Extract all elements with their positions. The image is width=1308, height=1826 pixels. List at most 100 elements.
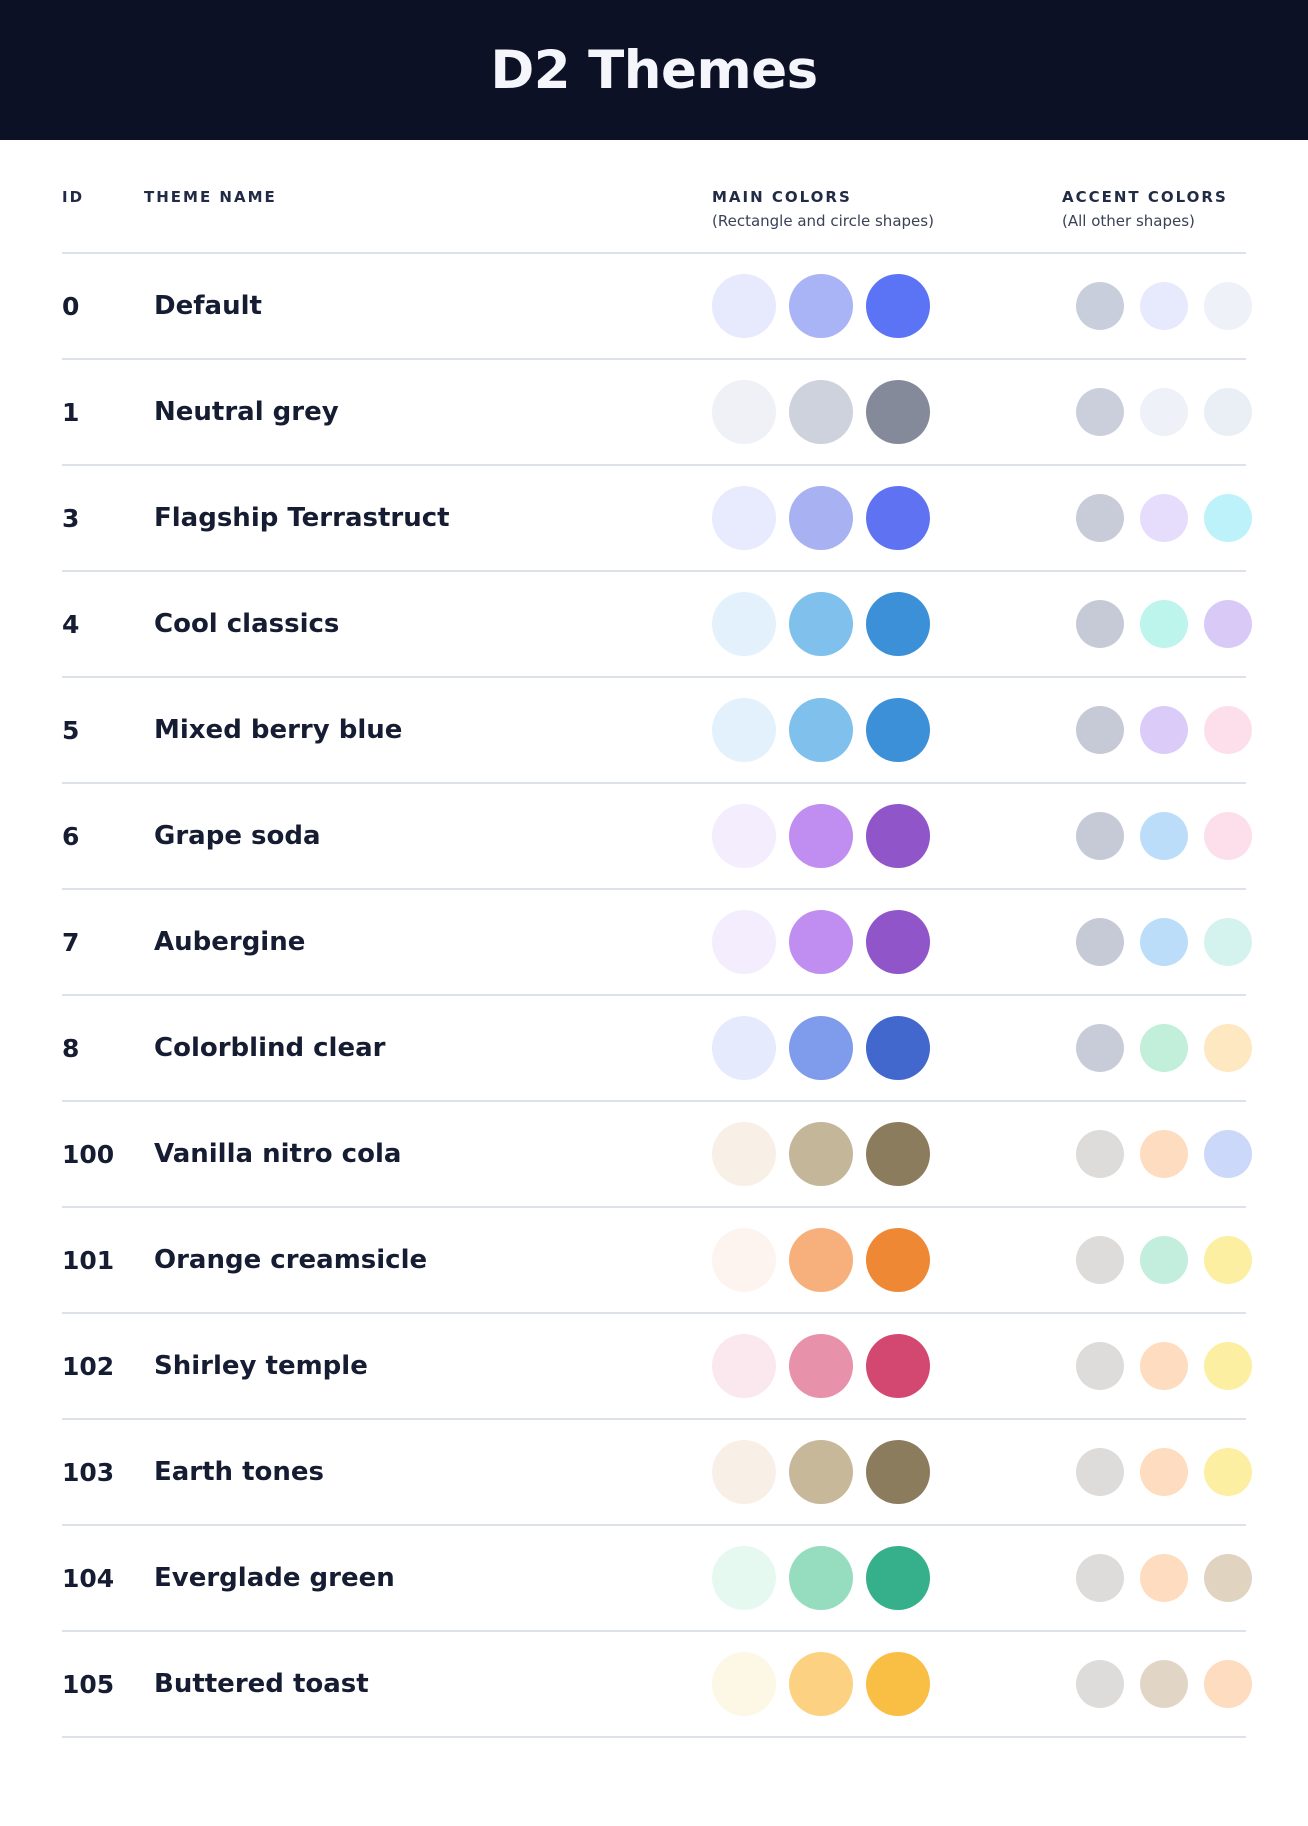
accent-color-swatch[interactable] [1076, 388, 1124, 436]
table-row[interactable]: 102 Shirley temple [62, 1313, 1252, 1420]
accent-color-swatch[interactable] [1204, 1130, 1252, 1178]
main-color-swatch[interactable] [712, 274, 776, 338]
accent-color-swatch[interactable] [1204, 1554, 1252, 1602]
main-color-swatch[interactable] [866, 1652, 930, 1716]
main-color-swatch[interactable] [712, 486, 776, 550]
main-color-swatch[interactable] [789, 1016, 853, 1080]
accent-color-swatch[interactable] [1140, 494, 1188, 542]
main-color-swatch[interactable] [712, 910, 776, 974]
accent-color-swatch[interactable] [1076, 1660, 1124, 1708]
accent-color-swatch[interactable] [1140, 1342, 1188, 1390]
main-color-swatch[interactable] [789, 486, 853, 550]
accent-color-swatch[interactable] [1140, 1130, 1188, 1178]
main-color-swatch[interactable] [866, 486, 930, 550]
accent-color-swatch[interactable] [1204, 494, 1252, 542]
main-color-swatch[interactable] [789, 592, 853, 656]
accent-color-swatch[interactable] [1204, 282, 1252, 330]
accent-color-swatch[interactable] [1204, 1660, 1252, 1708]
accent-color-swatch[interactable] [1204, 600, 1252, 648]
main-color-swatch[interactable] [866, 592, 930, 656]
main-color-swatch[interactable] [712, 592, 776, 656]
table-row[interactable]: 1 Neutral grey [62, 359, 1252, 466]
accent-colors-cell [1062, 1419, 1252, 1526]
accent-color-swatch[interactable] [1204, 706, 1252, 754]
main-color-swatch[interactable] [789, 1334, 853, 1398]
accent-color-swatch[interactable] [1076, 494, 1124, 542]
main-color-swatch[interactable] [866, 1122, 930, 1186]
table-row[interactable]: 3 Flagship Terrastruct [62, 465, 1252, 572]
main-color-swatch[interactable] [712, 1334, 776, 1398]
main-color-swatch[interactable] [789, 274, 853, 338]
accent-color-swatch[interactable] [1204, 1448, 1252, 1496]
accent-color-swatch[interactable] [1140, 388, 1188, 436]
accent-color-swatch[interactable] [1076, 918, 1124, 966]
main-color-swatch[interactable] [712, 1440, 776, 1504]
accent-color-swatch[interactable] [1204, 1342, 1252, 1390]
table-row[interactable]: 5 Mixed berry blue [62, 677, 1252, 784]
main-color-swatch[interactable] [789, 1122, 853, 1186]
main-color-swatch[interactable] [789, 910, 853, 974]
accent-color-swatch[interactable] [1204, 388, 1252, 436]
main-color-swatch[interactable] [866, 274, 930, 338]
main-color-swatch[interactable] [866, 1016, 930, 1080]
accent-color-swatch[interactable] [1140, 1024, 1188, 1072]
main-color-swatch[interactable] [712, 1122, 776, 1186]
main-color-swatch[interactable] [866, 1334, 930, 1398]
table-row[interactable]: 104 Everglade green [62, 1525, 1252, 1632]
main-color-swatch[interactable] [789, 698, 853, 762]
main-color-swatch[interactable] [789, 1440, 853, 1504]
accent-color-swatch[interactable] [1140, 600, 1188, 648]
accent-color-swatch[interactable] [1204, 1024, 1252, 1072]
table-row[interactable]: 103 Earth tones [62, 1419, 1252, 1526]
accent-color-swatch[interactable] [1204, 918, 1252, 966]
accent-color-swatch[interactable] [1140, 918, 1188, 966]
main-color-swatch[interactable] [866, 910, 930, 974]
accent-color-swatch[interactable] [1140, 282, 1188, 330]
accent-color-swatch[interactable] [1076, 282, 1124, 330]
table-row[interactable]: 6 Grape soda [62, 783, 1252, 890]
main-color-swatch[interactable] [789, 804, 853, 868]
table-row[interactable]: 4 Cool classics [62, 571, 1252, 678]
accent-color-swatch[interactable] [1076, 1236, 1124, 1284]
accent-color-swatch[interactable] [1076, 600, 1124, 648]
accent-color-swatch[interactable] [1204, 812, 1252, 860]
main-color-swatch[interactable] [789, 380, 853, 444]
main-color-swatch[interactable] [866, 380, 930, 444]
accent-color-swatch[interactable] [1140, 1448, 1188, 1496]
main-color-swatch[interactable] [712, 698, 776, 762]
accent-color-swatch[interactable] [1076, 706, 1124, 754]
main-color-swatch[interactable] [789, 1546, 853, 1610]
main-color-swatch[interactable] [866, 804, 930, 868]
table-row[interactable]: 100 Vanilla nitro cola [62, 1101, 1252, 1208]
table-row[interactable]: 7 Aubergine [62, 889, 1252, 996]
accent-colors-cell [1062, 253, 1252, 360]
accent-color-swatch[interactable] [1140, 1554, 1188, 1602]
table-row[interactable]: 101 Orange creamsicle [62, 1207, 1252, 1314]
table-row[interactable]: 8 Colorblind clear [62, 995, 1252, 1102]
main-color-swatch[interactable] [866, 698, 930, 762]
main-color-swatch[interactable] [712, 380, 776, 444]
main-color-swatch[interactable] [712, 1652, 776, 1716]
accent-color-swatch[interactable] [1076, 1554, 1124, 1602]
table-row[interactable]: 0 Default [62, 253, 1252, 360]
accent-color-swatch[interactable] [1140, 1236, 1188, 1284]
main-color-swatch[interactable] [866, 1546, 930, 1610]
main-color-swatch[interactable] [712, 1546, 776, 1610]
main-color-swatch[interactable] [712, 1228, 776, 1292]
accent-color-swatch[interactable] [1076, 1130, 1124, 1178]
main-color-swatch[interactable] [866, 1440, 930, 1504]
main-color-swatch[interactable] [712, 804, 776, 868]
accent-color-swatch[interactable] [1140, 1660, 1188, 1708]
main-color-swatch[interactable] [712, 1016, 776, 1080]
main-color-swatch[interactable] [866, 1228, 930, 1292]
accent-color-swatch[interactable] [1076, 1024, 1124, 1072]
table-row[interactable]: 105 Buttered toast [62, 1631, 1252, 1738]
accent-color-swatch[interactable] [1140, 812, 1188, 860]
accent-color-swatch[interactable] [1076, 1342, 1124, 1390]
accent-color-swatch[interactable] [1204, 1236, 1252, 1284]
accent-color-swatch[interactable] [1076, 812, 1124, 860]
accent-color-swatch[interactable] [1076, 1448, 1124, 1496]
accent-color-swatch[interactable] [1140, 706, 1188, 754]
main-color-swatch[interactable] [789, 1652, 853, 1716]
main-color-swatch[interactable] [789, 1228, 853, 1292]
